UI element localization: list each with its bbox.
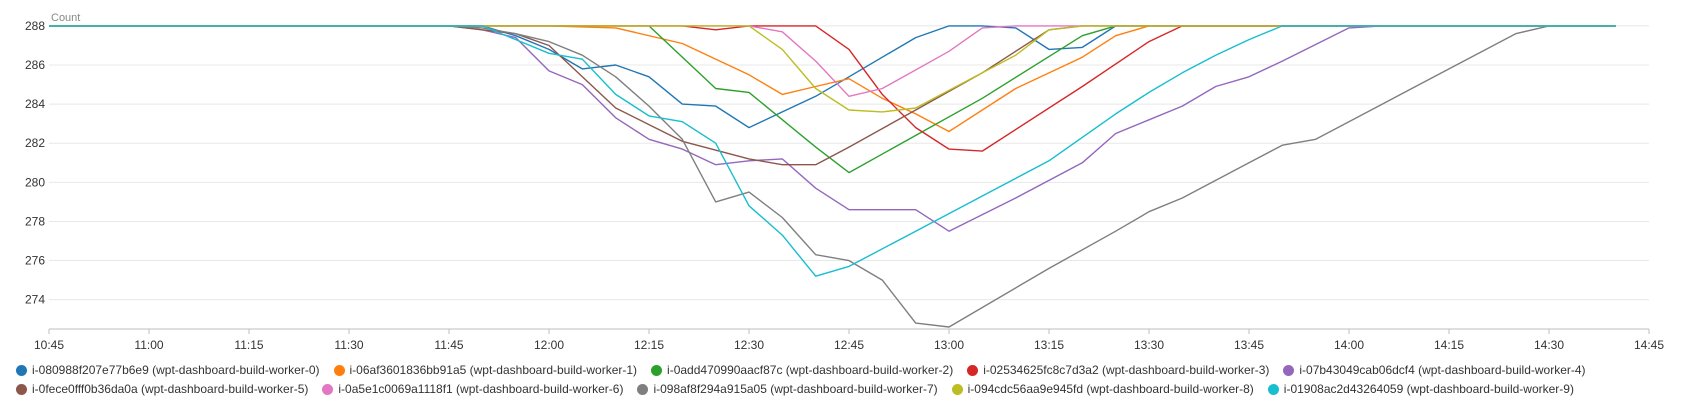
x-tick-label: 14:15 xyxy=(1434,338,1464,352)
x-tick-label: 14:00 xyxy=(1334,338,1364,352)
x-axis-ticks: 10:45 11:00 11:15 11:30 11:45 12:00 12:15 12:30… xyxy=(34,329,1664,352)
x-tick-label: 12:15 xyxy=(634,338,664,352)
x-tick-label: 12:45 xyxy=(834,338,864,352)
x-tick-label: 13:15 xyxy=(1034,338,1064,352)
x-tick-label: 10:45 xyxy=(34,338,64,352)
legend-swatch xyxy=(651,364,663,376)
legend-label: i-080988f207e77b6e9 (wpt-dashboard-build… xyxy=(32,363,320,377)
grid-lines xyxy=(49,25,1649,301)
legend-swatch xyxy=(1283,364,1295,376)
x-tick-label: 13:00 xyxy=(934,338,964,352)
y-tick-label: 284 xyxy=(25,97,45,111)
x-tick-label: 13:30 xyxy=(1134,338,1164,352)
legend-swatch xyxy=(16,383,27,395)
legend-item-worker-9[interactable]: i-01908ac2d43264059 (wpt-dashboard-build… xyxy=(1267,381,1574,397)
y-axis-ticks: 274 276 278 280 282 284 286 288 xyxy=(25,19,45,307)
y-tick-label: 274 xyxy=(25,293,45,307)
x-tick-label: 11:00 xyxy=(134,338,163,352)
legend-swatch xyxy=(967,364,979,376)
x-tick-label: 12:30 xyxy=(734,338,764,352)
series-line-worker-8 xyxy=(49,25,1616,113)
legend-item-worker-3[interactable]: i-02534625fc8c7d3a2 (wpt-dashboard-build… xyxy=(967,362,1269,378)
legend-swatch xyxy=(1267,383,1279,395)
x-tick-label: 12:00 xyxy=(534,338,564,352)
y-tick-label: 288 xyxy=(25,19,45,33)
x-tick-label: 13:45 xyxy=(1234,338,1264,352)
x-tick-label: 11:15 xyxy=(234,338,263,352)
legend-label: i-0add470990aacf87c (wpt-dashboard-build… xyxy=(667,363,954,377)
y-tick-label: 276 xyxy=(25,254,45,268)
legend-swatch xyxy=(637,383,649,395)
x-tick-label: 11:45 xyxy=(434,338,463,352)
legend-item-worker-4[interactable]: i-07b43049cab06dcf4 (wpt-dashboard-build… xyxy=(1283,362,1586,378)
legend-label: i-06af3601836bb91a5 (wpt-dashboard-build… xyxy=(349,363,638,377)
series-line-worker-4 xyxy=(49,25,1616,232)
chart-legend: i-080988f207e77b6e9 (wpt-dashboard-build… xyxy=(16,362,1666,397)
legend-label: i-07b43049cab06dcf4 (wpt-dashboard-build… xyxy=(1299,363,1586,377)
legend-label: i-02534625fc8c7d3a2 (wpt-dashboard-build… xyxy=(983,363,1270,377)
legend-label: i-0fece0fff0b36da0a (wpt-dashboard-build… xyxy=(32,382,309,396)
series-line-worker-3 xyxy=(49,25,1616,152)
legend-swatch xyxy=(333,364,345,376)
legend-item-worker-7[interactable]: i-098af8f294a915a05 (wpt-dashboard-build… xyxy=(637,381,938,397)
y-tick-label: 280 xyxy=(25,175,45,189)
series-line-worker-0 xyxy=(49,25,1616,129)
series-line-worker-9 xyxy=(49,25,1616,277)
y-tick-label: 278 xyxy=(25,214,45,228)
x-tick-label: 14:45 xyxy=(1634,338,1664,352)
x-tick-label: 14:30 xyxy=(1534,338,1564,352)
series-line-worker-5 xyxy=(49,25,1616,166)
series-line-worker-1 xyxy=(49,25,1616,133)
legend-item-worker-5[interactable]: i-0fece0fff0b36da0a (wpt-dashboard-build… xyxy=(16,381,308,397)
legend-item-worker-8[interactable]: i-094cdc56aa9e945fd (wpt-dashboard-build… xyxy=(951,381,1254,397)
legend-label: i-01908ac2d43264059 (wpt-dashboard-build… xyxy=(1283,382,1574,396)
legend-item-worker-1[interactable]: i-06af3601836bb91a5 (wpt-dashboard-build… xyxy=(333,362,638,378)
y-tick-label: 286 xyxy=(25,58,45,72)
y-axis-title: Count xyxy=(51,12,80,24)
legend-swatch xyxy=(322,383,334,395)
legend-item-worker-6[interactable]: i-0a5e1c0069a1118f1 (wpt-dashboard-build… xyxy=(322,381,623,397)
legend-item-worker-0[interactable]: i-080988f207e77b6e9 (wpt-dashboard-build… xyxy=(16,362,320,378)
series-line-worker-7 xyxy=(49,25,1616,328)
legend-label: i-0a5e1c0069a1118f1 (wpt-dashboard-build… xyxy=(338,382,624,396)
x-tick-label: 11:30 xyxy=(334,338,363,352)
legend-label: i-098af8f294a915a05 (wpt-dashboard-build… xyxy=(653,382,938,396)
y-tick-label: 282 xyxy=(25,136,45,150)
legend-swatch xyxy=(951,383,963,395)
legend-item-worker-2[interactable]: i-0add470990aacf87c (wpt-dashboard-build… xyxy=(651,362,953,378)
legend-label: i-094cdc56aa9e945fd (wpt-dashboard-build… xyxy=(967,382,1254,396)
legend-swatch xyxy=(16,364,27,376)
series-lines xyxy=(49,25,1616,328)
